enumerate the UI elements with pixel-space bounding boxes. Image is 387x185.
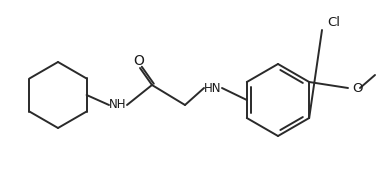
Text: O: O [134, 54, 144, 68]
Text: O: O [352, 82, 363, 95]
Text: Cl: Cl [327, 16, 340, 28]
Text: NH: NH [109, 98, 127, 112]
Text: HN: HN [204, 82, 222, 95]
